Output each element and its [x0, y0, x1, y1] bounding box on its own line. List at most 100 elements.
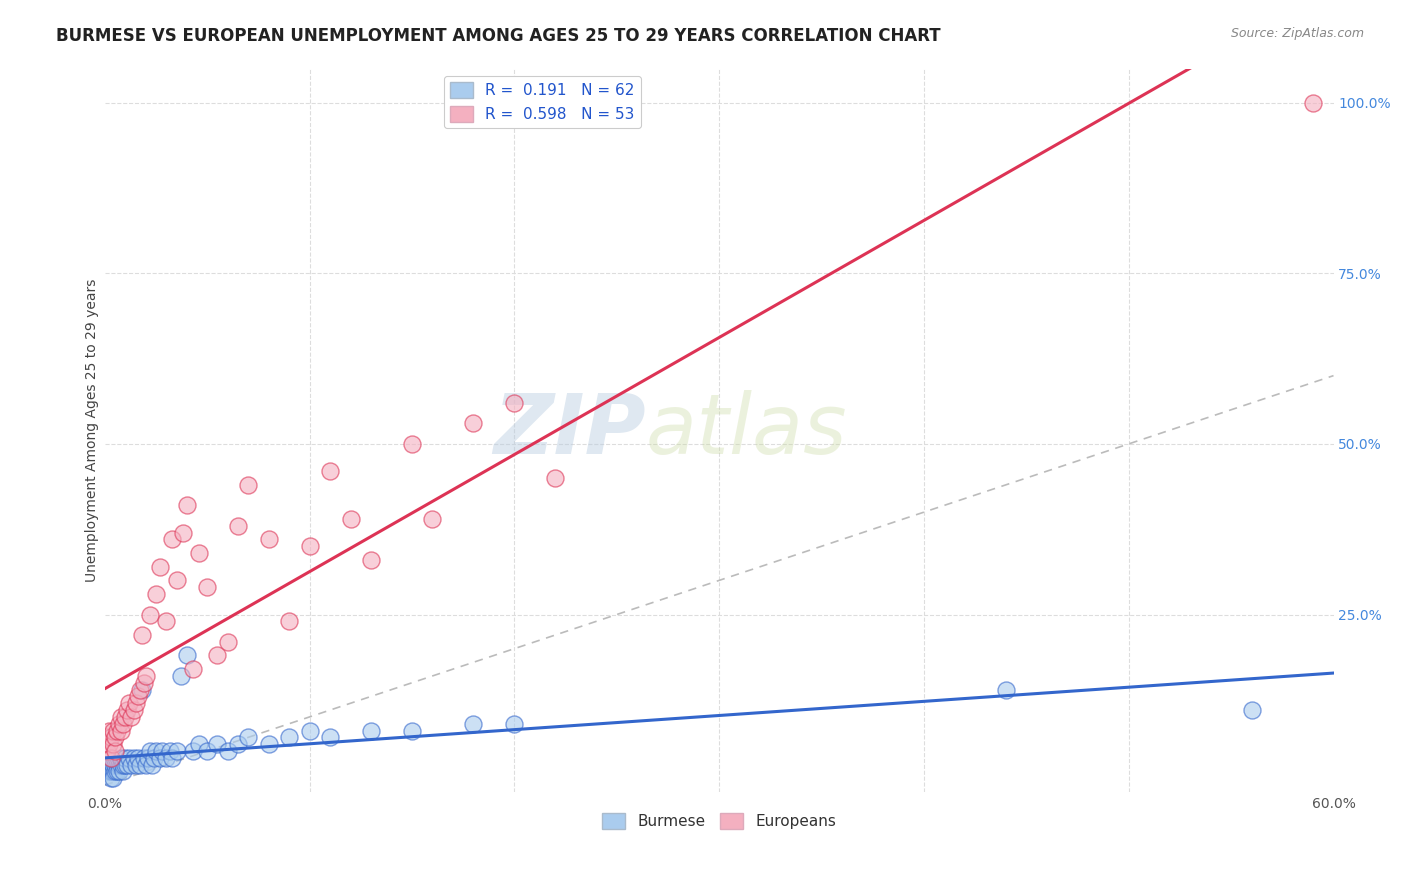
- Point: [114, 710, 136, 724]
- Point: [257, 533, 280, 547]
- Point: [131, 682, 153, 697]
- Point: [298, 539, 321, 553]
- Text: Source: ZipAtlas.com: Source: ZipAtlas.com: [1230, 27, 1364, 40]
- Point: [319, 731, 342, 745]
- Point: [238, 478, 260, 492]
- Point: [110, 710, 132, 724]
- Point: [124, 757, 146, 772]
- Point: [145, 587, 167, 601]
- Point: [166, 744, 188, 758]
- Point: [114, 751, 136, 765]
- Point: [100, 764, 122, 779]
- Point: [108, 757, 131, 772]
- Point: [136, 751, 159, 765]
- Point: [181, 662, 204, 676]
- Point: [463, 716, 485, 731]
- Point: [155, 751, 177, 765]
- Point: [122, 751, 145, 765]
- Point: [143, 751, 166, 765]
- Point: [110, 751, 132, 765]
- Point: [128, 757, 150, 772]
- Point: [503, 396, 526, 410]
- Point: [118, 751, 141, 765]
- Point: [188, 737, 211, 751]
- Point: [195, 580, 218, 594]
- Point: [117, 703, 139, 717]
- Point: [188, 546, 211, 560]
- Point: [117, 757, 139, 772]
- Point: [401, 723, 423, 738]
- Point: [238, 731, 260, 745]
- Point: [176, 648, 198, 663]
- Y-axis label: Unemployment Among Ages 25 to 29 years: Unemployment Among Ages 25 to 29 years: [86, 278, 100, 582]
- Point: [339, 512, 361, 526]
- Point: [118, 696, 141, 710]
- Point: [401, 437, 423, 451]
- Point: [257, 737, 280, 751]
- Point: [145, 744, 167, 758]
- Point: [176, 498, 198, 512]
- Point: [139, 607, 162, 622]
- Point: [108, 716, 131, 731]
- Point: [127, 690, 149, 704]
- Text: atlas: atlas: [645, 390, 846, 471]
- Point: [108, 764, 131, 779]
- Point: [104, 744, 127, 758]
- Point: [226, 737, 249, 751]
- Point: [100, 757, 122, 772]
- Point: [110, 723, 132, 738]
- Point: [96, 731, 118, 745]
- Point: [104, 764, 127, 779]
- Point: [226, 518, 249, 533]
- Point: [100, 731, 122, 745]
- Point: [1302, 95, 1324, 110]
- Point: [463, 417, 485, 431]
- Text: BURMESE VS EUROPEAN UNEMPLOYMENT AMONG AGES 25 TO 29 YEARS CORRELATION CHART: BURMESE VS EUROPEAN UNEMPLOYMENT AMONG A…: [56, 27, 941, 45]
- Point: [141, 757, 163, 772]
- Point: [994, 682, 1017, 697]
- Point: [110, 757, 132, 772]
- Point: [503, 716, 526, 731]
- Point: [149, 559, 172, 574]
- Point: [97, 737, 120, 751]
- Point: [132, 751, 155, 765]
- Point: [166, 574, 188, 588]
- Point: [135, 757, 157, 772]
- Point: [105, 757, 128, 772]
- Point: [97, 757, 120, 772]
- Point: [195, 744, 218, 758]
- Point: [544, 471, 567, 485]
- Point: [124, 696, 146, 710]
- Point: [127, 751, 149, 765]
- Point: [319, 464, 342, 478]
- Point: [298, 723, 321, 738]
- Point: [162, 533, 184, 547]
- Point: [97, 723, 120, 738]
- Point: [207, 737, 229, 751]
- Point: [162, 751, 184, 765]
- Point: [105, 723, 128, 738]
- Point: [128, 682, 150, 697]
- Point: [149, 751, 172, 765]
- Point: [360, 723, 382, 738]
- Point: [139, 744, 162, 758]
- Point: [96, 757, 118, 772]
- Point: [121, 757, 143, 772]
- Point: [172, 525, 194, 540]
- Point: [104, 757, 127, 772]
- Point: [105, 764, 128, 779]
- Point: [112, 716, 135, 731]
- Point: [122, 703, 145, 717]
- Point: [104, 731, 127, 745]
- Point: [217, 635, 239, 649]
- Point: [100, 772, 122, 786]
- Point: [360, 553, 382, 567]
- Point: [114, 757, 136, 772]
- Point: [101, 757, 124, 772]
- Point: [131, 628, 153, 642]
- Point: [101, 764, 124, 779]
- Point: [150, 744, 173, 758]
- Point: [278, 615, 301, 629]
- Point: [181, 744, 204, 758]
- Point: [112, 764, 135, 779]
